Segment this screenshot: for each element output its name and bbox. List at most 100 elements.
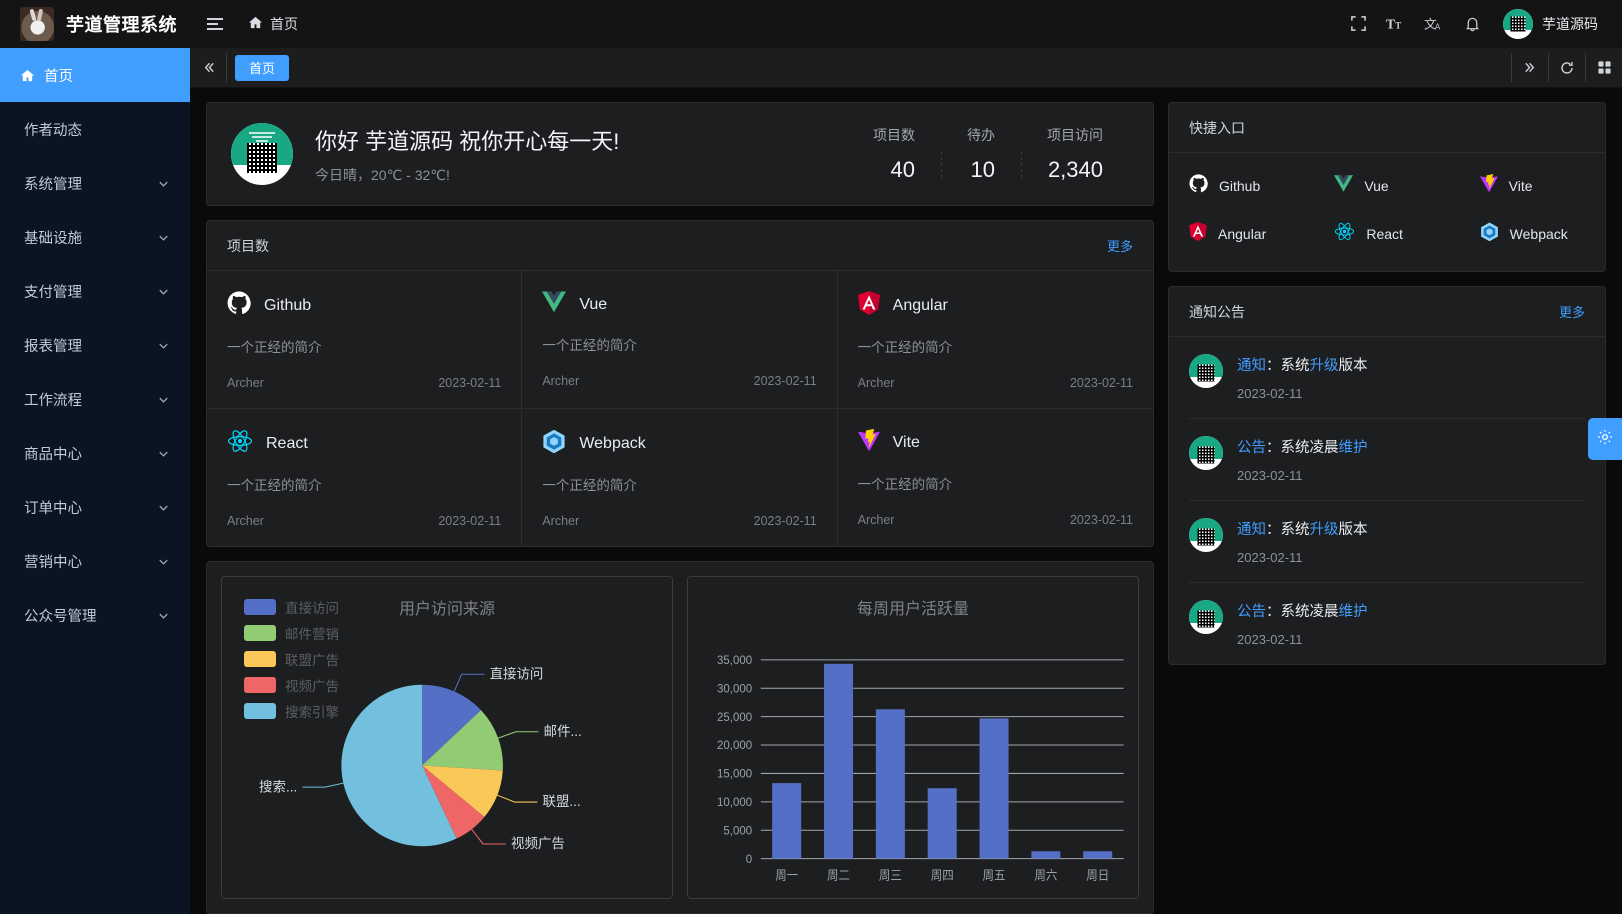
tab-home[interactable]: 首页 xyxy=(235,54,290,81)
shortcut-webpack[interactable]: Webpack xyxy=(1460,215,1605,253)
breadcrumb-home-label: 首页 xyxy=(270,15,298,32)
project-card-react[interactable]: React 一个正经的简介 Archer 2023-02-11 xyxy=(207,409,523,546)
brand[interactable]: 芋道管理系统 xyxy=(0,0,190,48)
pie-slice-label: 邮件... xyxy=(544,724,582,739)
pie-slice[interactable] xyxy=(422,765,485,839)
tabs-scroll-right-button[interactable] xyxy=(1512,48,1548,87)
project-card-vite[interactable]: Vite 一个正经的简介 Archer 2023-02-11 xyxy=(838,409,1153,546)
sidebar-item-label: 商品中心 xyxy=(24,446,82,463)
projects-more-link[interactable]: 更多 xyxy=(1106,239,1133,254)
shortcut-github[interactable]: Github xyxy=(1169,167,1314,205)
welcome-greeting: 你好 芋道源码 祝你开心每一天! xyxy=(315,128,620,154)
refresh-icon[interactable] xyxy=(1549,48,1585,87)
project-desc: 一个正经的简介 xyxy=(857,477,953,492)
sidebar-item-payment[interactable]: 支付管理 xyxy=(0,264,190,318)
legend-label: 直接访问 xyxy=(285,601,339,616)
notice-date: 2023-02-11 xyxy=(1237,550,1303,565)
projects-title: 项目数 xyxy=(227,237,269,254)
bar[interactable] xyxy=(875,709,905,859)
sidebar-item-product-center[interactable]: 商品中心 xyxy=(0,426,190,480)
bell-icon[interactable] xyxy=(1455,7,1489,41)
svg-text:A: A xyxy=(1435,22,1441,31)
angular-icon xyxy=(1189,222,1207,246)
fullscreen-icon[interactable] xyxy=(1341,7,1375,41)
font-size-icon[interactable]: T T xyxy=(1379,7,1413,41)
bar[interactable] xyxy=(772,783,802,859)
bar[interactable] xyxy=(1083,851,1113,859)
project-card-github[interactable]: Github 一个正经的简介 Archer 2023-02-11 xyxy=(207,271,523,409)
sidebar-item-home[interactable]: 首页 xyxy=(0,48,190,102)
shortcut-angular[interactable]: Angular xyxy=(1169,215,1314,253)
notice-item[interactable]: 公告：系统凌晨维护 2023-02-11 xyxy=(1189,583,1585,664)
project-date: 2023-02-11 xyxy=(753,374,817,388)
stat-project-visits: 项目访问 2,340 xyxy=(1021,125,1129,183)
settings-fab-button[interactable] xyxy=(1588,418,1622,460)
shortcut-vue[interactable]: Vue xyxy=(1314,167,1459,205)
project-card-vue[interactable]: Vue 一个正经的简介 Archer 2023-02-11 xyxy=(522,271,838,409)
chevron-down-icon xyxy=(157,393,170,406)
hamburger-icon[interactable] xyxy=(198,7,232,41)
shortcuts-card-header: 快捷入口 xyxy=(1169,103,1605,153)
sidebar-item-author-news[interactable]: 作者动态 xyxy=(0,102,190,156)
sidebar-item-marketing-center[interactable]: 营销中心 xyxy=(0,534,190,588)
legend-item[interactable]: 直接访问 xyxy=(244,597,339,617)
x-axis-tick-label: 周五 xyxy=(983,868,1006,883)
legend-item[interactable]: 搜索引擎 xyxy=(244,701,339,721)
project-date: 2023-02-11 xyxy=(438,514,502,528)
chevron-down-icon xyxy=(157,555,170,568)
user-menu[interactable]: 芋道源码 xyxy=(1493,4,1606,44)
sidebar-item-infrastructure[interactable]: 基础设施 xyxy=(0,210,190,264)
chevron-down-icon xyxy=(157,231,170,244)
sidebar-item-report[interactable]: 报表管理 xyxy=(0,318,190,372)
project-name: React xyxy=(266,434,308,452)
pie-slice[interactable] xyxy=(422,765,503,817)
notice-sep: ：系统 xyxy=(1266,358,1310,374)
notice-item[interactable]: 通知：系统升级版本 2023-02-11 xyxy=(1189,337,1585,419)
sidebar-item-wechat-mp[interactable]: 公众号管理 xyxy=(0,588,190,642)
bar[interactable] xyxy=(927,788,957,859)
legend-label: 联盟广告 xyxy=(285,653,339,668)
sidebar-item-system[interactable]: 系统管理 xyxy=(0,156,190,210)
tabs-scroll-left-button[interactable] xyxy=(190,48,226,87)
translate-icon[interactable]: 文 A xyxy=(1417,7,1451,41)
main-column: 首页 xyxy=(190,48,1622,914)
shortcut-vite[interactable]: Vite xyxy=(1460,167,1605,205)
legend-item[interactable]: 视频广告 xyxy=(244,675,339,695)
notice-sep: ：系统凌晨 xyxy=(1266,440,1339,456)
pie-slice[interactable] xyxy=(341,684,457,847)
divider xyxy=(226,53,227,82)
shortcut-label: Github xyxy=(1219,178,1261,194)
pie-slice[interactable] xyxy=(422,684,482,766)
bar[interactable] xyxy=(979,718,1009,859)
avatar xyxy=(1503,8,1533,39)
avatar xyxy=(1189,436,1223,470)
divider xyxy=(1585,53,1586,82)
body-row: 首页 作者动态 系统管理 基础设施 支付管理 报表管理 工作流程 xyxy=(0,48,1622,914)
sidebar-item-order-center[interactable]: 订单中心 xyxy=(0,480,190,534)
project-card-angular[interactable]: Angular 一个正经的简介 Archer 2023-02-11 xyxy=(837,271,1153,409)
home-icon xyxy=(248,15,263,33)
legend-label: 邮件营销 xyxy=(285,627,339,642)
bar[interactable] xyxy=(824,663,854,859)
shortcuts-card: 快捷入口 Github Vue xyxy=(1168,102,1606,272)
notices-more-link[interactable]: 更多 xyxy=(1558,305,1585,320)
bar-chart-weekly-active: 每周用户活跃量 0 5,000 10,000 15,000 20,000 25,000 30… xyxy=(687,576,1139,899)
project-desc: 一个正经的简介 xyxy=(857,340,953,355)
notices-card: 通知公告 更多 通知：系统升级版本 2 xyxy=(1168,286,1606,665)
project-desc: 一个正经的简介 xyxy=(227,478,322,493)
notice-item[interactable]: 通知：系统升级版本 2023-02-11 xyxy=(1189,501,1585,583)
shortcut-react[interactable]: React xyxy=(1314,215,1459,253)
pie-leader-line xyxy=(453,673,485,692)
sidebar-item-label: 公众号管理 xyxy=(24,608,97,625)
sidebar-item-workflow[interactable]: 工作流程 xyxy=(0,372,190,426)
notice-highlight: 维护 xyxy=(1338,440,1368,456)
notice-item[interactable]: 公告：系统凌晨维护 2023-02-11 xyxy=(1189,419,1585,501)
legend-item[interactable]: 联盟广告 xyxy=(244,649,339,669)
breadcrumb[interactable]: 首页 xyxy=(248,14,298,34)
pie-slice[interactable] xyxy=(422,710,503,771)
legend-item[interactable]: 邮件营销 xyxy=(244,623,339,643)
sidebar-item-label: 支付管理 xyxy=(24,284,82,301)
project-card-webpack[interactable]: Webpack 一个正经的简介 Archer 2023-02-11 xyxy=(522,409,838,546)
grid-icon[interactable] xyxy=(1586,48,1622,87)
bar[interactable] xyxy=(1031,851,1061,859)
